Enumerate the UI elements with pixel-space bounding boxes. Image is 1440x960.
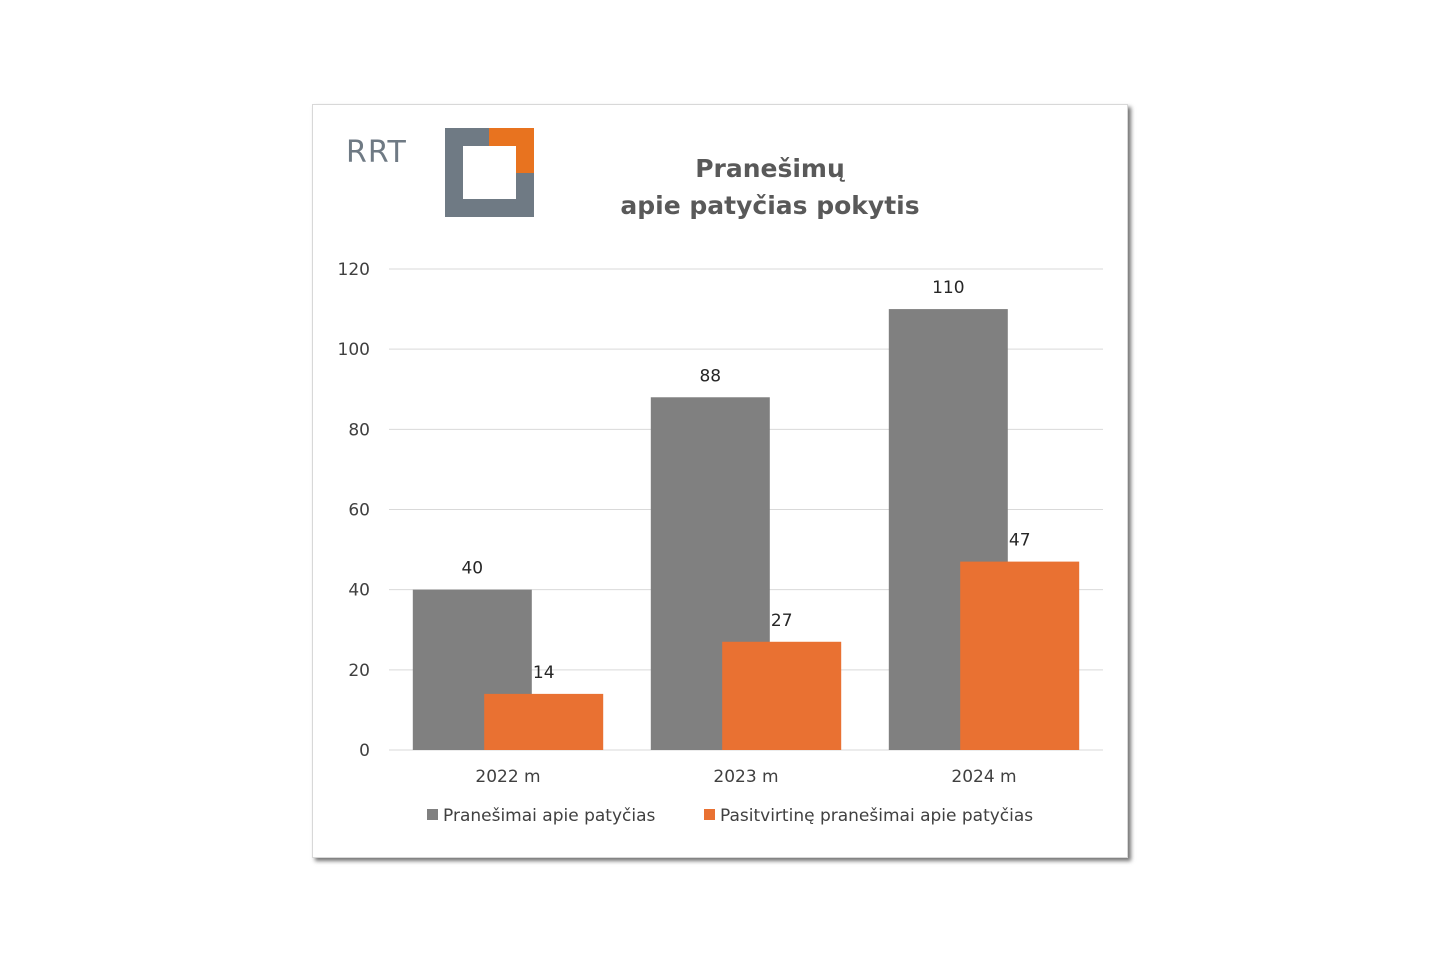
data-label: 27 xyxy=(771,611,793,631)
data-label: 110 xyxy=(932,278,964,298)
legend-label: Pasitvirtinę pranešimai apie patyčias xyxy=(720,806,1033,826)
rrt-logo: RRT xyxy=(346,128,534,217)
y-tick-label: 120 xyxy=(338,260,370,280)
bar-confirmed-0 xyxy=(484,693,604,750)
bar-confirmed-1 xyxy=(722,641,842,750)
y-axis-ticks: 0 20 40 60 80 100 120 xyxy=(338,260,370,761)
y-tick-label: 20 xyxy=(348,661,370,681)
legend: Pranešimai apie patyčias Pasitvirtinę pra… xyxy=(427,806,1033,826)
data-label: 88 xyxy=(699,366,721,386)
x-tick-label: 2023 m xyxy=(713,767,778,787)
data-labels: 40 14 88 27 110 47 xyxy=(461,278,1030,683)
data-label: 40 xyxy=(461,559,483,579)
data-label: 47 xyxy=(1009,531,1031,551)
legend-swatch xyxy=(704,809,715,820)
x-tick-label: 2022 m xyxy=(475,767,540,787)
y-tick-label: 80 xyxy=(348,420,370,440)
y-tick-label: 0 xyxy=(359,741,370,761)
chart-title-line-1: Pranešimų xyxy=(695,154,845,183)
data-label: 14 xyxy=(533,663,555,683)
y-tick-label: 100 xyxy=(338,340,370,360)
legend-swatch xyxy=(427,809,438,820)
bar-chart: RRT Pranešimų apie patyčias pokytis 0 20 4… xyxy=(338,128,1103,826)
y-tick-label: 40 xyxy=(348,581,370,601)
legend-label: Pranešimai apie patyčias xyxy=(443,806,655,826)
chart-title-line-2: apie patyčias pokytis xyxy=(620,191,919,220)
x-tick-label: 2024 m xyxy=(951,767,1016,787)
bars xyxy=(412,309,1080,750)
logo-square-orange xyxy=(489,128,534,173)
chart-card: RRT Pranešimų apie patyčias pokytis 0 20 4… xyxy=(312,104,1128,858)
logo-text: RRT xyxy=(346,135,407,170)
x-axis-ticks: 2022 m 2023 m 2024 m xyxy=(475,767,1016,787)
bar-confirmed-2 xyxy=(960,561,1080,750)
y-tick-label: 60 xyxy=(348,501,370,521)
